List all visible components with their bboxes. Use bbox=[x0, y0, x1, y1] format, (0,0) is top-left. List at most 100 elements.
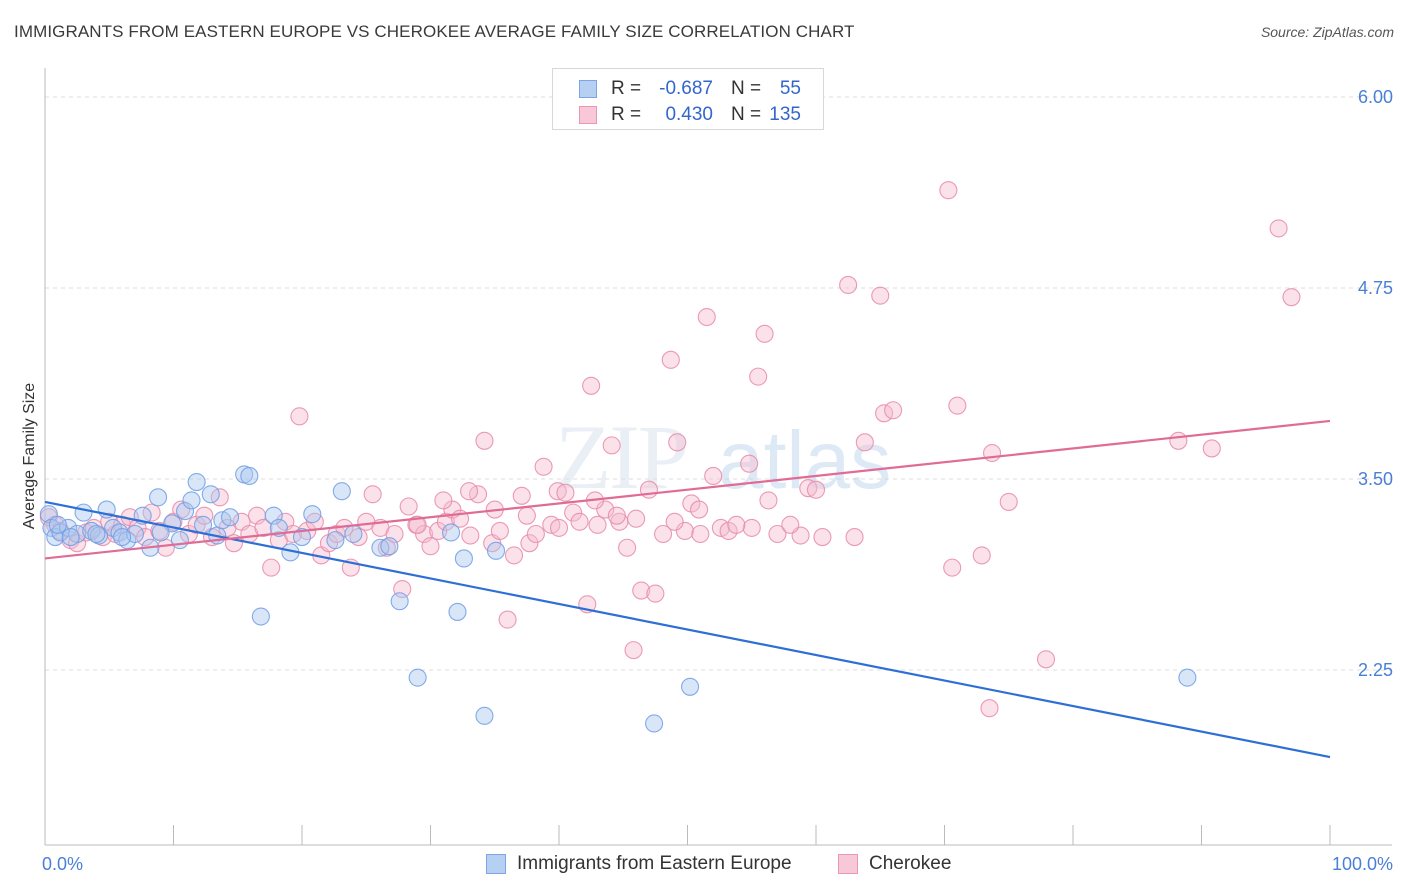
cherokee-point[interactable] bbox=[665, 512, 684, 531]
cherokee-point[interactable] bbox=[290, 407, 309, 426]
cherokee-point[interactable] bbox=[627, 509, 646, 528]
cherokee-point[interactable] bbox=[363, 485, 382, 504]
eastern-europe-point[interactable] bbox=[113, 528, 132, 547]
eastern-europe-point[interactable] bbox=[201, 485, 220, 504]
cherokee-point[interactable] bbox=[759, 491, 778, 510]
cherokee-point[interactable] bbox=[884, 401, 903, 420]
cherokee-point[interactable] bbox=[691, 524, 710, 544]
cherokee-point[interactable] bbox=[639, 480, 659, 499]
cherokee-point[interactable] bbox=[349, 528, 368, 547]
cherokee-point[interactable] bbox=[939, 181, 958, 200]
cherokee-point[interactable] bbox=[262, 558, 281, 577]
cherokee-point[interactable] bbox=[999, 492, 1018, 511]
eastern-europe-point[interactable] bbox=[475, 706, 494, 725]
cherokee-point[interactable] bbox=[526, 524, 545, 544]
eastern-europe-point[interactable] bbox=[645, 714, 664, 733]
cherokee-point[interactable] bbox=[498, 610, 517, 629]
cherokee-point[interactable] bbox=[742, 518, 761, 537]
eastern-europe-point[interactable] bbox=[220, 508, 240, 527]
eastern-europe-point[interactable] bbox=[326, 531, 345, 550]
cherokee-point[interactable] bbox=[461, 526, 480, 545]
cherokee-point[interactable] bbox=[520, 534, 539, 553]
cherokee-point[interactable] bbox=[517, 506, 536, 525]
cherokee-point[interactable] bbox=[490, 521, 509, 541]
eastern-europe-point[interactable] bbox=[182, 491, 201, 510]
cherokee-point[interactable] bbox=[704, 466, 723, 485]
cherokee-point[interactable] bbox=[548, 482, 567, 501]
cherokee-point[interactable] bbox=[399, 497, 418, 516]
cherokee-point[interactable] bbox=[408, 515, 427, 534]
eastern-europe-point[interactable] bbox=[486, 541, 506, 560]
cherokee-point[interactable] bbox=[459, 482, 479, 501]
cherokee-point[interactable] bbox=[570, 512, 589, 531]
eastern-europe-point[interactable] bbox=[149, 488, 168, 507]
eastern-europe-point[interactable] bbox=[442, 523, 461, 542]
eastern-europe-point[interactable] bbox=[371, 538, 390, 557]
cherokee-point[interactable] bbox=[187, 515, 206, 534]
eastern-europe-point[interactable] bbox=[448, 602, 467, 621]
cherokee-point[interactable] bbox=[421, 537, 440, 556]
cherokee-point[interactable] bbox=[582, 376, 601, 395]
cherokee-point[interactable] bbox=[690, 500, 709, 519]
cherokee-point[interactable] bbox=[624, 641, 643, 660]
cherokee-point[interactable] bbox=[588, 515, 607, 534]
eastern-europe-point[interactable] bbox=[681, 677, 700, 696]
cherokee-point[interactable] bbox=[512, 486, 531, 505]
cherokee-point[interactable] bbox=[781, 515, 800, 534]
cherokee-point[interactable] bbox=[254, 518, 273, 537]
cherokee-point[interactable] bbox=[740, 454, 759, 473]
cherokee-point[interactable] bbox=[434, 491, 453, 510]
cherokee-point[interactable] bbox=[839, 275, 858, 294]
cherokee-point[interactable] bbox=[661, 350, 680, 369]
eastern-europe-point[interactable] bbox=[303, 505, 322, 524]
cherokee-point[interactable] bbox=[602, 436, 621, 455]
cherokee-point[interactable] bbox=[1269, 219, 1288, 238]
cherokee-point[interactable] bbox=[1282, 288, 1301, 307]
cherokee-point[interactable] bbox=[549, 518, 569, 537]
cherokee-point[interactable] bbox=[806, 480, 826, 499]
cherokee-point[interactable] bbox=[632, 581, 651, 600]
eastern-europe-point[interactable] bbox=[170, 531, 189, 550]
eastern-europe-point[interactable] bbox=[390, 592, 409, 611]
cherokee-point[interactable] bbox=[675, 521, 694, 541]
cherokee-point[interactable] bbox=[871, 286, 890, 305]
cherokee-point[interactable] bbox=[534, 457, 553, 476]
cherokee-point[interactable] bbox=[980, 699, 999, 718]
eastern-europe-point[interactable] bbox=[380, 537, 399, 556]
eastern-europe-point[interactable] bbox=[332, 482, 351, 501]
cherokee-point[interactable] bbox=[749, 367, 768, 386]
cherokee-point[interactable] bbox=[948, 396, 967, 415]
cherokee-point[interactable] bbox=[618, 538, 637, 557]
eastern-europe-point[interactable] bbox=[87, 524, 106, 544]
cherokee-point[interactable] bbox=[564, 503, 583, 522]
cherokee-point[interactable] bbox=[813, 528, 832, 547]
eastern-europe-point[interactable] bbox=[187, 473, 206, 492]
cherokee-point[interactable] bbox=[668, 433, 687, 452]
cherokee-point[interactable] bbox=[697, 307, 716, 327]
eastern-europe-point[interactable] bbox=[240, 466, 259, 485]
eastern-europe-point[interactable] bbox=[176, 502, 195, 521]
cherokee-point[interactable] bbox=[475, 431, 494, 450]
cherokee-point[interactable] bbox=[556, 483, 575, 502]
eastern-europe-point[interactable] bbox=[1178, 668, 1197, 687]
eastern-europe-point[interactable] bbox=[74, 503, 93, 522]
cherokee-point[interactable] bbox=[596, 500, 615, 519]
cherokee-point[interactable] bbox=[1036, 650, 1056, 669]
cherokee-point[interactable] bbox=[654, 524, 673, 544]
cherokee-point[interactable] bbox=[727, 515, 746, 534]
cherokee-point[interactable] bbox=[755, 324, 774, 343]
cherokee-point[interactable] bbox=[972, 546, 991, 565]
cherokee-point[interactable] bbox=[607, 506, 626, 525]
cherokee-point[interactable] bbox=[845, 528, 864, 547]
cherokee-point[interactable] bbox=[768, 524, 787, 544]
eastern-europe-point[interactable] bbox=[454, 549, 473, 568]
cherokee-point[interactable] bbox=[195, 506, 214, 525]
eastern-europe-point[interactable] bbox=[292, 528, 312, 547]
cherokee-point[interactable] bbox=[504, 546, 524, 565]
cherokee-point[interactable] bbox=[799, 479, 818, 498]
eastern-europe-point[interactable] bbox=[344, 524, 363, 544]
eastern-europe-point[interactable] bbox=[251, 607, 270, 626]
cherokee-point[interactable] bbox=[646, 584, 665, 603]
eastern-europe-point[interactable] bbox=[194, 515, 213, 534]
cherokee-point[interactable] bbox=[855, 433, 874, 452]
